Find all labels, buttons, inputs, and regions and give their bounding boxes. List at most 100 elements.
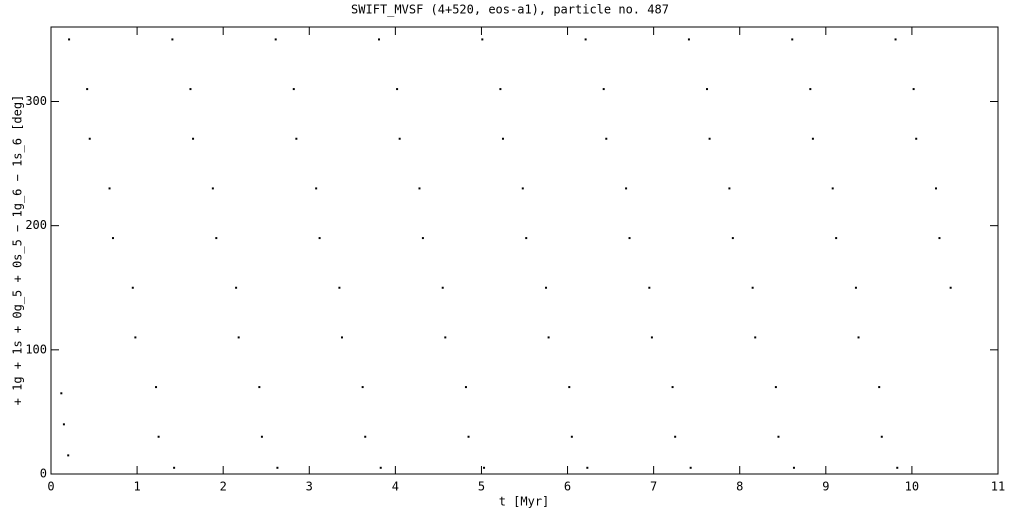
- chart-title: SWIFT_MVSF (4+520, eos-a1), particle no.…: [351, 3, 669, 17]
- point: [418, 187, 421, 190]
- point: [835, 237, 838, 240]
- x-tick-label: 1: [133, 480, 140, 494]
- point: [483, 466, 486, 469]
- point: [570, 435, 573, 438]
- point: [831, 187, 834, 190]
- point: [878, 386, 881, 389]
- point: [880, 435, 883, 438]
- point: [464, 386, 467, 389]
- point: [88, 137, 91, 140]
- point: [791, 38, 794, 41]
- point: [501, 137, 504, 140]
- point: [809, 88, 812, 91]
- point: [173, 466, 176, 469]
- point: [584, 38, 587, 41]
- point: [134, 336, 137, 339]
- point: [811, 137, 814, 140]
- point: [586, 466, 589, 469]
- x-tick-label: 10: [905, 480, 919, 494]
- point: [894, 38, 897, 41]
- point: [521, 187, 524, 190]
- y-axis-label: + 1g + 1s + 0g_5 + 0s_5 − 1g_6 − 1s_6 [d…: [11, 95, 25, 406]
- point: [545, 286, 548, 289]
- point: [171, 38, 174, 41]
- point: [157, 435, 160, 438]
- point: [364, 435, 367, 438]
- point: [398, 137, 401, 140]
- point: [792, 466, 795, 469]
- point: [67, 454, 70, 457]
- point: [499, 88, 502, 91]
- x-tick-label: 7: [650, 480, 657, 494]
- point: [292, 88, 295, 91]
- x-tick-label: 8: [736, 480, 743, 494]
- point: [274, 38, 277, 41]
- point: [854, 286, 857, 289]
- point: [935, 187, 938, 190]
- point: [857, 336, 860, 339]
- point: [728, 187, 731, 190]
- point: [235, 286, 238, 289]
- point: [708, 137, 711, 140]
- point: [260, 435, 263, 438]
- point: [361, 386, 364, 389]
- point: [628, 237, 631, 240]
- point: [777, 435, 780, 438]
- point: [481, 38, 484, 41]
- y-tick-label: 0: [40, 467, 47, 481]
- point: [62, 423, 65, 426]
- x-tick-label: 3: [306, 480, 313, 494]
- point: [774, 386, 777, 389]
- point: [396, 88, 399, 91]
- point: [86, 88, 89, 91]
- point: [674, 435, 677, 438]
- point: [60, 392, 63, 395]
- point: [421, 237, 424, 240]
- y-tick-label: 200: [25, 218, 47, 232]
- point: [648, 286, 651, 289]
- point: [547, 336, 550, 339]
- y-tick-label: 100: [25, 342, 47, 356]
- x-axis-label: t [Myr]: [499, 495, 550, 509]
- point: [467, 435, 470, 438]
- x-tick-label: 11: [991, 480, 1005, 494]
- point: [671, 386, 674, 389]
- point: [650, 336, 653, 339]
- point: [754, 336, 757, 339]
- point: [211, 187, 214, 190]
- point: [912, 88, 915, 91]
- point: [938, 237, 941, 240]
- point: [379, 466, 382, 469]
- x-tick-label: 2: [220, 480, 227, 494]
- x-tick-label: 6: [564, 480, 571, 494]
- point: [111, 237, 114, 240]
- point: [192, 137, 195, 140]
- point: [215, 237, 218, 240]
- point: [338, 286, 341, 289]
- point: [605, 137, 608, 140]
- point: [276, 466, 279, 469]
- point: [706, 88, 709, 91]
- point: [896, 466, 899, 469]
- point: [525, 237, 528, 240]
- point: [602, 88, 605, 91]
- point: [568, 386, 571, 389]
- x-tick-label: 4: [392, 480, 399, 494]
- x-tick-label: 5: [478, 480, 485, 494]
- point: [751, 286, 754, 289]
- point: [444, 336, 447, 339]
- point: [689, 466, 692, 469]
- point: [318, 237, 321, 240]
- point: [108, 187, 111, 190]
- point: [295, 137, 298, 140]
- point: [441, 286, 444, 289]
- point: [949, 286, 952, 289]
- point: [131, 286, 134, 289]
- point: [915, 137, 918, 140]
- x-tick-label: 0: [47, 480, 54, 494]
- point: [731, 237, 734, 240]
- point: [258, 386, 261, 389]
- point: [625, 187, 628, 190]
- x-tick-label: 9: [822, 480, 829, 494]
